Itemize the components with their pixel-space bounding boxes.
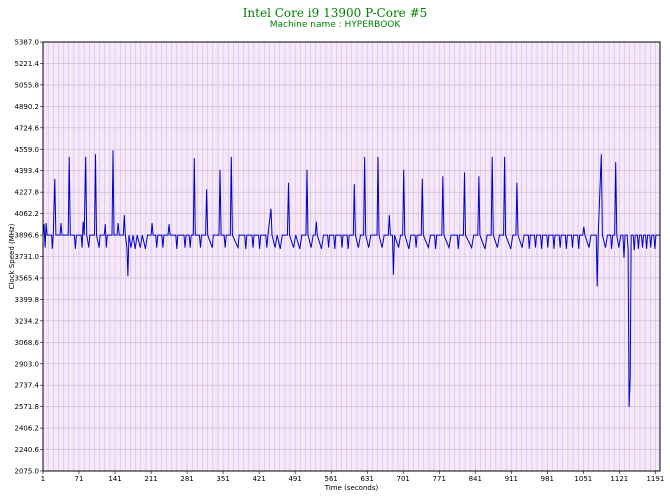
x-tick-label: 981 [541,475,554,483]
y-tick-label: 2240.6 [15,446,40,454]
y-tick-label: 5221.4 [15,60,40,68]
y-tick-label: 2075.0 [15,468,40,476]
x-axis-label: Time (seconds) [324,484,379,492]
x-tick-label: 771 [433,475,446,483]
y-tick-label: 3565.4 [15,274,40,282]
x-tick-label: 1 [41,475,45,483]
series-line [42,150,660,407]
y-tick-label: 3399.8 [15,296,40,304]
y-tick-label: 3234.2 [15,317,40,325]
y-tick-label: 3731.0 [15,253,40,261]
y-tick-label: 2406.2 [15,425,40,433]
x-tick-label: 71 [75,475,84,483]
y-tick-label: 5055.8 [15,81,40,89]
x-tick-label: 1191 [646,475,664,483]
y-tick-label: 4724.6 [15,124,40,132]
y-tick-label: 3068.6 [15,339,40,347]
y-axis-label: Clock Speed (MHz) [8,223,16,289]
x-tick-label: 351 [216,475,229,483]
x-tick-label: 561 [324,475,337,483]
x-tick-label: 631 [361,475,374,483]
x-axis: 1 71 141 211 281 351 421 491 561 631 701 771 841 911 9… [41,471,664,483]
x-tick-label: 491 [288,475,301,483]
y-tick-label: 4393.4 [15,167,40,175]
x-tick-label: 281 [180,475,193,483]
y-tick-label: 4559.0 [15,146,40,154]
chart-title: Intel Core i9 13900 P-Core #5 [242,6,428,20]
x-tick-label: 911 [505,475,518,483]
x-tick-label: 1121 [610,475,628,483]
x-tick-label: 841 [469,475,482,483]
y-tick-label: 2737.4 [15,382,40,390]
x-tick-label: 141 [108,475,121,483]
y-axis: 2075.0 2240.6 2406.2 2571.8 2737.4 2903.0 3068… [15,39,43,476]
y-tick-label: 4062.2 [15,210,40,218]
chart-subtitle: Machine name : HYPERBOOK [269,20,401,30]
x-tick-label: 701 [397,475,410,483]
y-tick-label: 4890.2 [15,103,40,111]
x-tick-label: 421 [252,475,265,483]
y-tick-label: 2903.0 [15,360,40,368]
grid-lines [42,41,660,472]
y-tick-label: 4227.8 [15,189,40,197]
x-tick-label: 211 [144,475,157,483]
y-tick-label: 5387.0 [15,39,40,47]
x-tick-label: 1051 [574,475,592,483]
y-tick-label: 2571.8 [15,403,40,411]
y-tick-label: 3896.6 [15,232,40,240]
